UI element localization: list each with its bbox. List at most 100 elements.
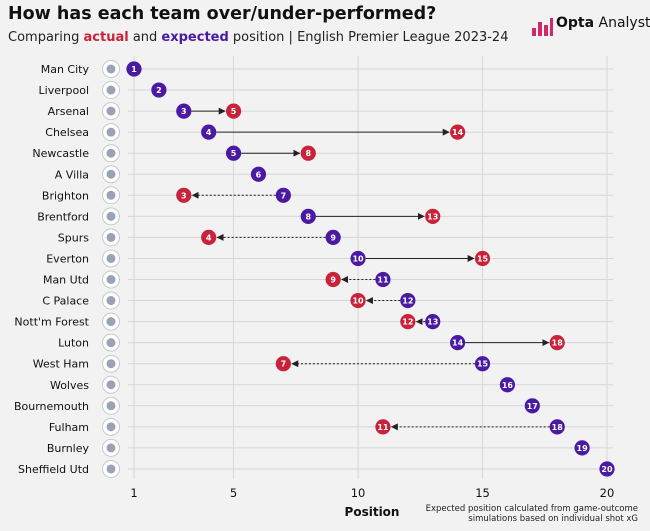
expected-position-marker bbox=[201, 124, 217, 140]
actual-position-label: 10 bbox=[352, 297, 364, 306]
x-tick-label: 5 bbox=[230, 486, 237, 500]
expected-position-label: 15 bbox=[477, 360, 489, 369]
actual-position-marker bbox=[225, 103, 242, 119]
logo-text: Opta Analyst bbox=[556, 15, 650, 31]
expected-position-marker bbox=[450, 335, 466, 351]
footnote-line-1: Expected position calculated from game-o… bbox=[425, 504, 638, 514]
expected-position-label: 1 bbox=[131, 65, 137, 74]
expected-position-marker bbox=[275, 187, 291, 203]
expected-position-marker bbox=[549, 419, 565, 435]
team-label: Brentford bbox=[37, 210, 89, 223]
subtitle-expected-keyword: expected bbox=[161, 30, 229, 45]
team-badge-crest bbox=[106, 359, 116, 369]
expected-position-label: 14 bbox=[452, 339, 464, 348]
actual-position-marker bbox=[300, 145, 316, 161]
team-label: Spurs bbox=[58, 231, 89, 244]
expected-position-label: 13 bbox=[427, 318, 438, 327]
expected-position-label: 4 bbox=[206, 128, 212, 137]
team-label: West Ham bbox=[33, 358, 89, 371]
actual-position-marker bbox=[549, 335, 565, 351]
actual-position-marker bbox=[425, 208, 441, 224]
team-badge-crest bbox=[106, 64, 116, 74]
team-badge-crest bbox=[106, 443, 116, 453]
team-label: Nott'm Forest bbox=[14, 316, 89, 329]
actual-position-marker bbox=[450, 124, 466, 140]
team-label: A Villa bbox=[55, 168, 89, 181]
team-label: Bournemouth bbox=[14, 400, 89, 413]
actual-position-label: 7 bbox=[281, 360, 287, 369]
expected-position-marker bbox=[425, 314, 441, 330]
actual-position-label: 8 bbox=[305, 149, 311, 158]
actual-position-label: 14 bbox=[452, 128, 464, 137]
expected-position-marker bbox=[151, 82, 167, 98]
team-label: Burnley bbox=[47, 442, 90, 455]
actual-position-marker bbox=[325, 271, 341, 288]
expected-position-marker bbox=[474, 356, 491, 372]
expected-position-marker bbox=[574, 440, 590, 456]
actual-position-marker bbox=[474, 250, 491, 267]
actual-position-marker bbox=[400, 314, 416, 330]
team-label: Everton bbox=[46, 252, 89, 265]
expected-position-marker bbox=[375, 271, 391, 288]
subtitle-middle: and bbox=[128, 30, 162, 45]
actual-position-marker bbox=[275, 356, 291, 372]
x-tick-label: 10 bbox=[351, 486, 366, 500]
team-badge-crest bbox=[106, 422, 116, 432]
expected-position-marker bbox=[524, 398, 540, 414]
expected-position-label: 16 bbox=[502, 381, 514, 390]
chart-subtitle: Comparing actual and expected position |… bbox=[8, 30, 508, 45]
expected-position-marker bbox=[225, 145, 242, 161]
footnote-line-2: simulations based on individual shot xG bbox=[468, 514, 638, 524]
team-badge-crest bbox=[106, 464, 116, 474]
expected-position-marker bbox=[325, 229, 341, 245]
actual-position-label: 5 bbox=[231, 107, 237, 116]
logo-text-rest: Analyst bbox=[594, 15, 650, 31]
actual-position-marker bbox=[375, 419, 391, 435]
team-badge-crest bbox=[106, 296, 116, 306]
expected-position-marker bbox=[350, 250, 366, 267]
team-label: Liverpool bbox=[39, 84, 89, 97]
footnote: Expected position calculated from game-o… bbox=[426, 504, 638, 524]
team-label: Chelsea bbox=[45, 126, 89, 139]
team-label: Fulham bbox=[49, 421, 89, 434]
team-badge-crest bbox=[106, 85, 116, 95]
team-badge-crest bbox=[106, 127, 116, 137]
team-badge-crest bbox=[106, 338, 116, 348]
expected-position-label: 5 bbox=[231, 149, 237, 158]
subtitle-actual-keyword: actual bbox=[83, 30, 129, 45]
team-badge-crest bbox=[106, 169, 116, 179]
expected-position-label: 20 bbox=[601, 465, 613, 474]
actual-position-marker bbox=[201, 229, 217, 245]
chart-title: How has each team over/under-performed? bbox=[8, 4, 437, 24]
actual-position-marker bbox=[350, 292, 366, 309]
expected-position-label: 12 bbox=[402, 297, 413, 306]
expected-position-label: 8 bbox=[305, 212, 311, 221]
expected-position-marker bbox=[400, 292, 416, 309]
team-badge-crest bbox=[106, 275, 116, 284]
expected-position-marker bbox=[126, 61, 142, 77]
subtitle-prefix: Comparing bbox=[8, 30, 84, 45]
expected-position-label: 7 bbox=[281, 191, 287, 200]
actual-position-label: 18 bbox=[552, 339, 564, 348]
opta-analyst-logo: Opta Analyst bbox=[530, 14, 650, 38]
team-label: Luton bbox=[58, 337, 89, 350]
team-badge-crest bbox=[106, 253, 116, 263]
team-badge-crest bbox=[106, 211, 116, 221]
expected-position-label: 9 bbox=[330, 233, 336, 242]
expected-position-label: 18 bbox=[552, 423, 564, 432]
actual-position-label: 4 bbox=[206, 233, 212, 242]
team-label: Wolves bbox=[50, 379, 89, 392]
team-badge-crest bbox=[106, 317, 116, 327]
team-label: Brighton bbox=[42, 189, 89, 202]
x-tick-label: 1 bbox=[130, 486, 137, 500]
expected-position-marker bbox=[250, 166, 267, 182]
expected-position-marker bbox=[599, 461, 615, 477]
actual-position-label: 11 bbox=[377, 423, 389, 432]
actual-position-label: 12 bbox=[402, 318, 413, 327]
team-badge-crest bbox=[106, 106, 116, 116]
expected-position-marker bbox=[176, 103, 192, 119]
expected-position-label: 19 bbox=[577, 444, 589, 453]
x-axis-label: Position bbox=[344, 505, 400, 519]
team-label: Man City bbox=[41, 63, 90, 76]
subtitle-suffix: position | English Premier League 2023-2… bbox=[228, 30, 509, 45]
